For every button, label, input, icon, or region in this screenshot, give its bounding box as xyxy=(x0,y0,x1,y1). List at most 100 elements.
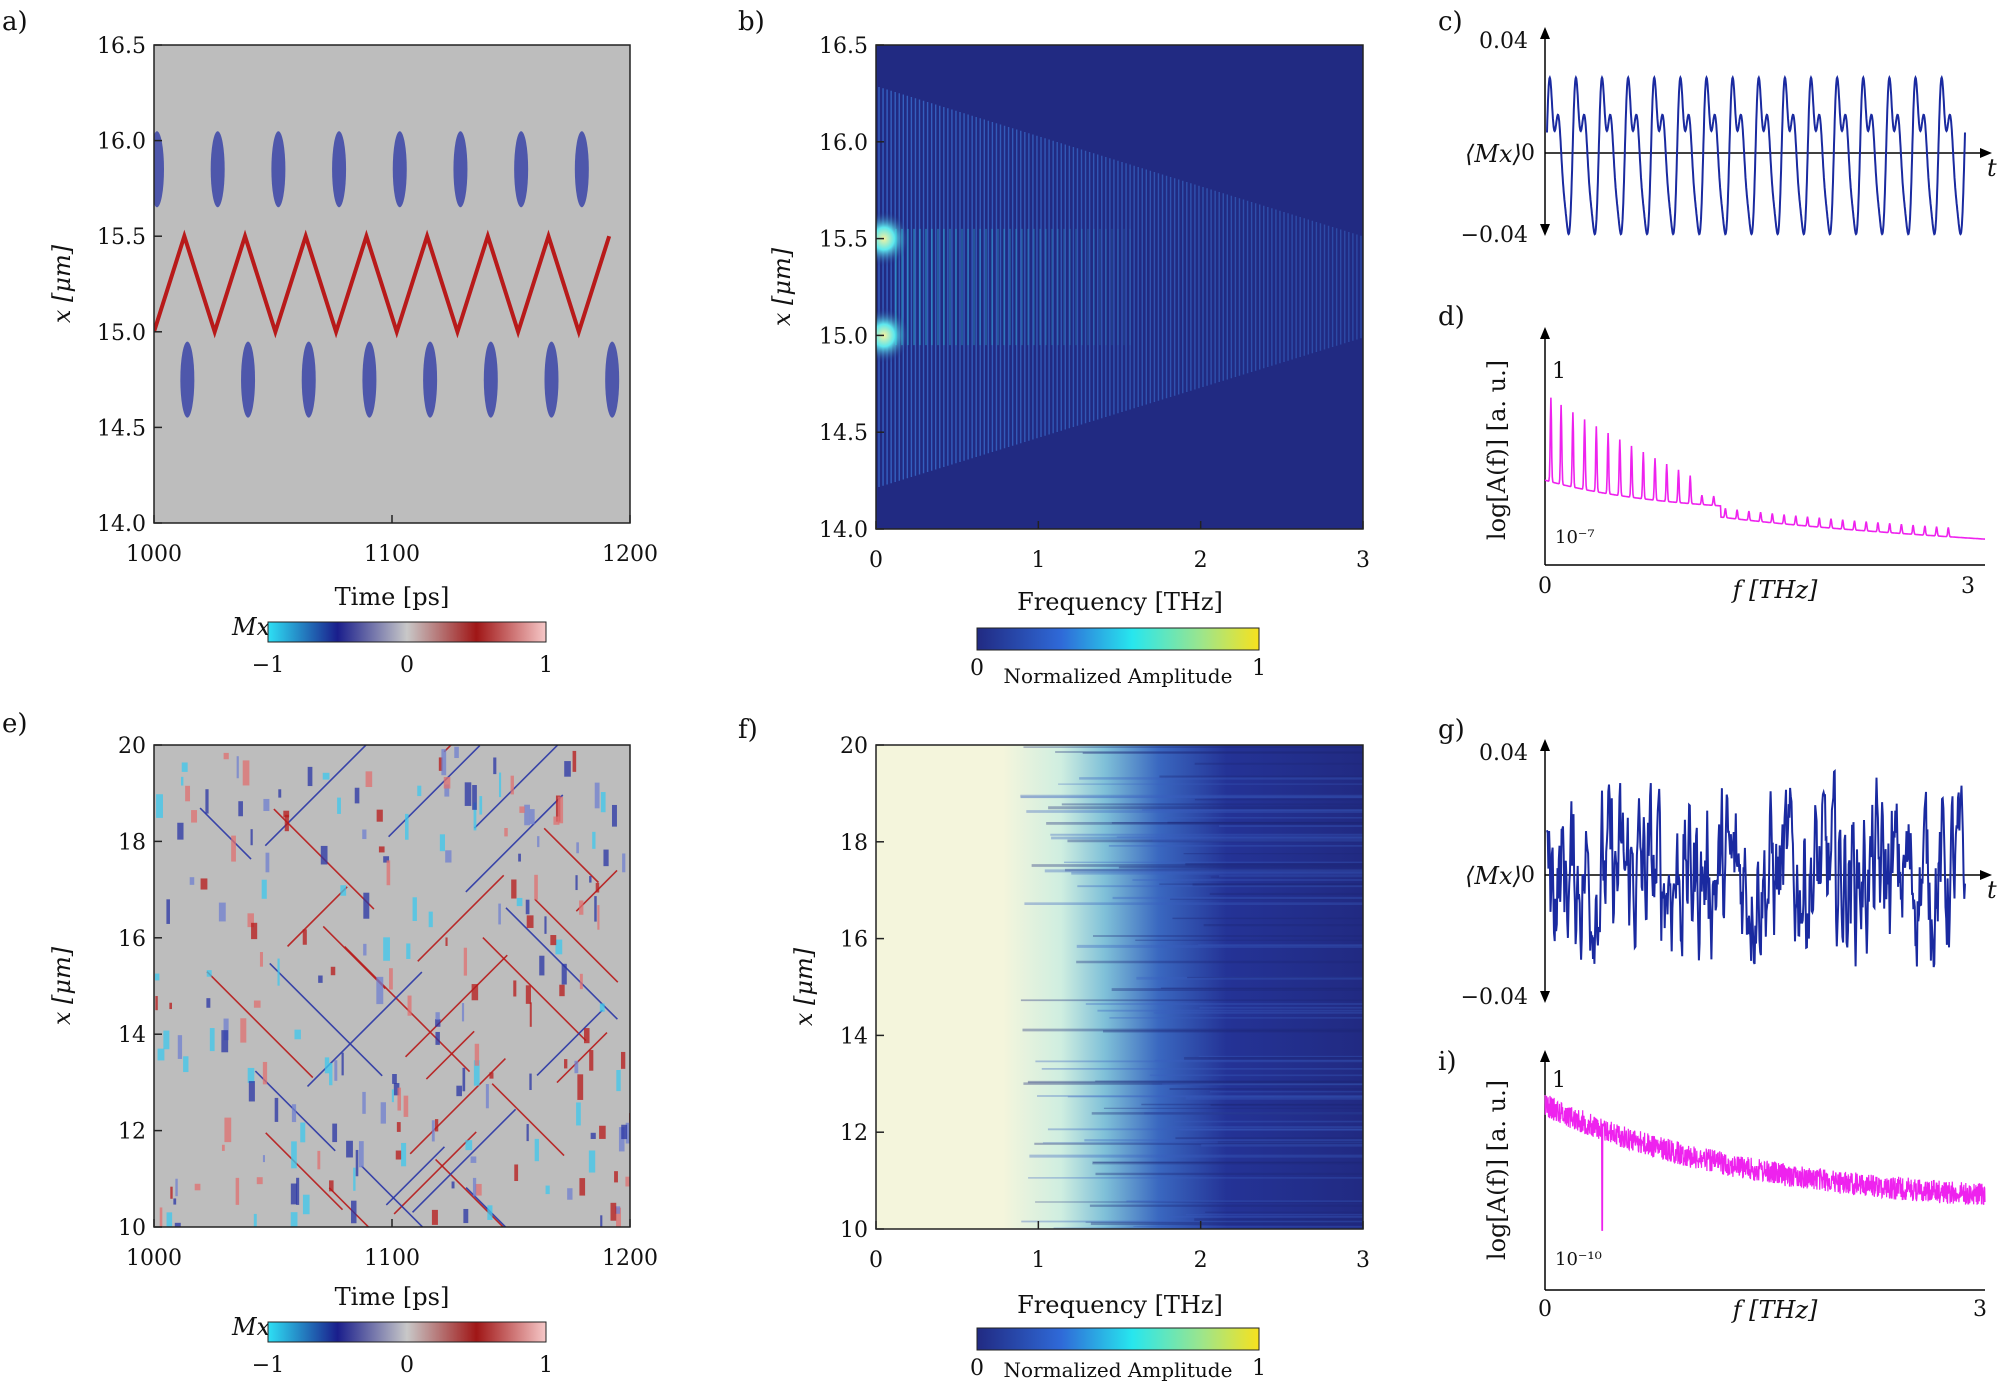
panel-f-plot-area xyxy=(876,745,1363,1229)
y-tick-label: 16.0 xyxy=(97,130,146,155)
panel-e-stripe xyxy=(439,834,446,852)
panel-e-stripe xyxy=(251,922,258,940)
panel-i-spectrum-line xyxy=(1544,1094,1986,1231)
panel-e-stripe xyxy=(169,1002,173,1010)
panel-e-stripe xyxy=(518,853,521,862)
panel-e-stripe xyxy=(504,827,508,837)
panel-f-colorbar-label: Normalized Amplitude xyxy=(1004,1358,1233,1382)
panel-e-stripe xyxy=(473,1060,480,1086)
panel-a-blue-patch xyxy=(210,131,225,208)
panel-c-ylabel: ⟨Mx⟩ xyxy=(1465,140,1522,168)
panel-e-stripe xyxy=(180,776,184,786)
panel-e-stripe xyxy=(583,1028,590,1044)
panel-e-stripe xyxy=(454,746,459,759)
panel-b-ylabel: x [μm] xyxy=(768,247,796,326)
panel-f-noise-texture xyxy=(1020,746,1363,1229)
panel-e-stripe xyxy=(223,1018,229,1041)
panel-e-stripe xyxy=(322,772,330,780)
panel-c: c) 0.04 −0.04 0 ⟨Mx⟩ t xyxy=(1438,7,1997,248)
panel-e-stripe xyxy=(594,896,597,922)
panel-e-stripe xyxy=(362,1091,366,1114)
panel-b-glow xyxy=(876,307,910,364)
panel-g-ytick-bottom: −0.04 xyxy=(1461,985,1528,1010)
panel-c-signal-line xyxy=(1546,74,1966,236)
panel-e-stripe xyxy=(223,752,229,760)
panel-g-y-arrow-top xyxy=(1540,739,1550,751)
panel-b-glow xyxy=(876,210,910,267)
panel-e-stripe xyxy=(567,1188,573,1200)
panel-e-stripe xyxy=(206,998,211,1008)
colorbar-tick-label: 1 xyxy=(1252,656,1266,681)
panel-e-stripe xyxy=(392,1074,397,1084)
panel-e-stripe xyxy=(265,852,270,873)
panel-e-stripe xyxy=(594,782,600,809)
panel-e-stripe xyxy=(445,937,448,946)
panel-e-wall-segment xyxy=(411,1108,517,1213)
panel-e-stripe xyxy=(396,1122,401,1132)
panel-a-colorbar xyxy=(267,621,547,643)
y-tick-label: 15.5 xyxy=(97,225,146,250)
panel-e-stripe xyxy=(224,1117,232,1143)
panel-e-stripe xyxy=(475,1183,482,1196)
panel-i-ylabel: log[A(f)] [a. u.] xyxy=(1483,1080,1511,1260)
panel-e-stripe xyxy=(290,1183,297,1205)
panel-g-x-arrow xyxy=(1980,870,1992,880)
panel-e-stripe xyxy=(534,1138,539,1162)
panel-e-stripe xyxy=(174,1222,181,1227)
panel-e-stripe xyxy=(205,789,209,814)
panel-e-wall-segment xyxy=(265,1132,344,1211)
panel-e-stripe xyxy=(472,1177,477,1197)
panel-e-wall-segment xyxy=(393,1131,477,1215)
y-tick-label: 10 xyxy=(118,1216,146,1241)
panel-e-stripe xyxy=(175,1178,178,1197)
x-tick-label: 1200 xyxy=(602,1246,658,1271)
colorbar-tick-label: 0 xyxy=(970,1356,984,1381)
panel-e-stripe xyxy=(406,943,411,959)
panel-e-stripe xyxy=(579,973,583,990)
panel-e-stripe xyxy=(621,1124,628,1140)
panel-e-stripe xyxy=(513,980,517,997)
panel-e-stripe xyxy=(572,750,577,772)
panel-e-stripe xyxy=(383,856,390,863)
panel-e-stripe xyxy=(163,1030,170,1050)
panel-e-stripe xyxy=(445,850,452,863)
panel-e-stripe xyxy=(471,984,479,1001)
panel-i-xtick-0: 0 xyxy=(1538,1297,1552,1322)
panel-e-stripe xyxy=(461,1003,465,1022)
x-tick-label: 1200 xyxy=(602,542,658,567)
panel-e-stripe xyxy=(177,1035,183,1059)
panel-e-stripe xyxy=(262,1061,268,1085)
panel-e-stripe xyxy=(263,798,270,812)
panel-a-xlabel: Time [ps] xyxy=(335,583,450,611)
panel-a-blue-patch xyxy=(483,341,498,418)
panel-g-signal-line xyxy=(1546,769,1966,968)
panel-a-blue-patch xyxy=(423,341,438,418)
y-tick-label: 18 xyxy=(840,831,868,856)
panel-e-stripe xyxy=(599,1003,605,1012)
x-tick-label: 1000 xyxy=(126,542,182,567)
panel-e-wall-segment xyxy=(388,745,481,838)
panel-g-ytick-zero: 0 xyxy=(1521,863,1535,888)
panel-e-stripe xyxy=(221,1144,225,1151)
panel-e-stripe xyxy=(393,1083,400,1096)
panel-e-stripe xyxy=(525,985,531,1004)
panel-e-stripe xyxy=(259,952,263,967)
panel-a-blue-patch xyxy=(301,341,316,418)
panel-b-spectral-lines xyxy=(876,87,1362,487)
panel-e-colorbar-ticks: −1 0 1 xyxy=(252,1353,553,1378)
panel-e-stripe xyxy=(231,835,236,862)
colorbar-tick-label: 1 xyxy=(1252,1356,1266,1381)
panel-e-wall-segment xyxy=(328,1187,370,1227)
panel-c-ytick-top: 0.04 xyxy=(1479,29,1528,54)
panel-c-ytick-bottom: −0.04 xyxy=(1461,223,1528,248)
panel-a-blue-patch xyxy=(574,131,589,208)
panel-i-label: i) xyxy=(1438,1047,1456,1077)
panel-i-xlabel: f [THz] xyxy=(1731,1296,1818,1324)
panel-e-stripe xyxy=(278,789,282,798)
panel-g-ylabel: ⟨Mx⟩ xyxy=(1465,862,1522,890)
panel-e-stripe xyxy=(354,787,360,804)
panel-e-wall-segment xyxy=(536,1009,604,1077)
panel-d-ytop: 1 xyxy=(1552,359,1566,384)
panel-e-stripe xyxy=(401,1142,407,1167)
panel-e-wall-segment xyxy=(482,937,587,1042)
